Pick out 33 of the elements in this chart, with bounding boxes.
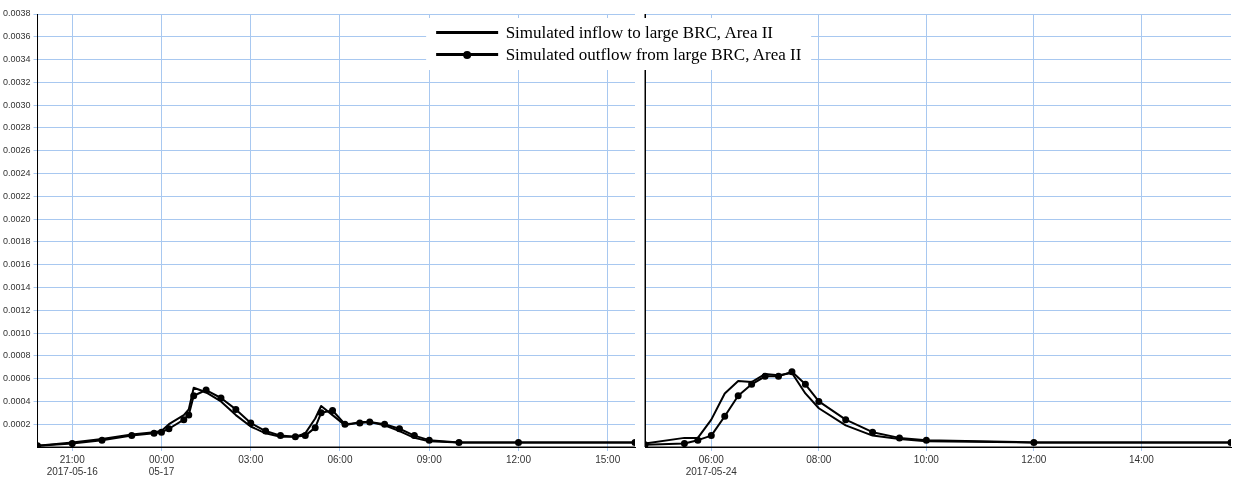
x-tick-label: 21:00 2017-05-16 (46, 453, 99, 477)
y-tick-label: 0.0028 (3, 122, 31, 133)
x-tick-label: 00:00 05-17 (148, 453, 175, 477)
y-tick-label: 0.0020 (3, 213, 31, 224)
y-tick-label: 0.0002 (3, 418, 31, 429)
y-tick-label: 0.0034 (3, 54, 31, 65)
x-tick-label: 06:00 (327, 453, 353, 465)
y-tick-label: 0.0004 (3, 395, 31, 406)
x-tick-label: 14:00 (1128, 453, 1155, 465)
y-tick-label: 0.0018 (3, 236, 31, 247)
y-tick-label: 0.0014 (3, 281, 31, 292)
y-tick-label: 0.0012 (3, 304, 31, 315)
x-tick-label: 15:00 (595, 453, 621, 465)
legend-label: Simulated outflow from large BRC, Area II (505, 45, 802, 65)
y-tick-label: 0.0024 (3, 168, 31, 179)
x-tick-label: 09:00 (416, 453, 443, 465)
y-tick-label: 0.0016 (3, 259, 31, 270)
y-tick-label: 0.0026 (3, 145, 31, 156)
y-tick-label: 0.0038 (3, 8, 31, 19)
x-tick-label: 03:00 (238, 453, 264, 465)
x-tick-label: 08:00 (806, 453, 832, 465)
y-tick-label: 0.0036 (3, 31, 31, 42)
x-tick-label: 12:00 (1021, 453, 1047, 465)
y-tick-label: 0.0010 (3, 327, 31, 338)
x-tick-label: 12:00 (505, 453, 532, 465)
x-tick-label: 06:00 2017-05-24 (685, 453, 738, 477)
y-tick-label: 0.0006 (3, 373, 31, 384)
legend-label: Simulated inflow to large BRC, Area II (505, 23, 774, 43)
y-tick-label: 0.0032 (3, 76, 31, 87)
y-tick-label: 0.0008 (3, 350, 31, 361)
x-tick-label: 10:00 (913, 453, 940, 465)
y-tick-label: 0.0022 (3, 190, 31, 201)
y-tick-label: 0.0030 (3, 99, 31, 110)
